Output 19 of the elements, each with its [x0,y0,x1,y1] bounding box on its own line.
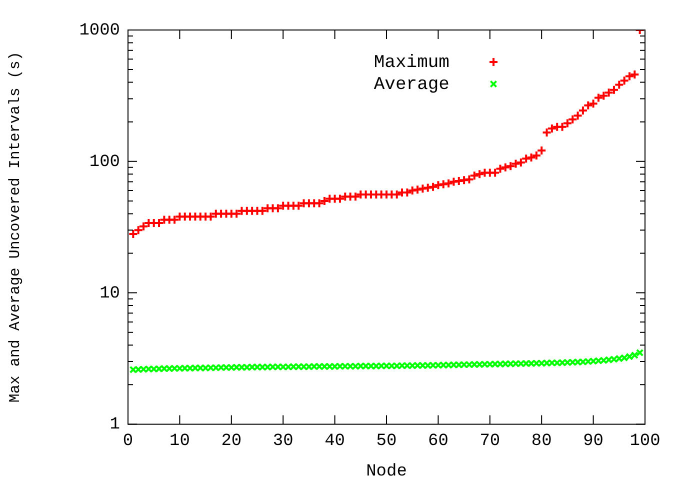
y-tick-label: 10 [100,284,120,304]
x-tick-label: 40 [324,432,346,451]
x-tick-label: 20 [221,432,242,451]
x-tick-label: 30 [272,432,294,451]
y-tick-label: 1000 [79,22,120,40]
x-tick-label: 90 [583,432,604,451]
y-axis-title: Max and Average Uncovered Intervals (s) [6,52,24,403]
legend-label: Maximum [374,52,450,73]
x-tick-label: 100 [630,432,660,451]
x-tick-label: 60 [428,432,448,451]
x-tick-label: 10 [169,432,190,451]
x-tick-label: 70 [480,432,500,451]
x-axis-title: Node [366,462,407,482]
y-tick-label: 100 [89,152,120,172]
x-tick-label: 80 [531,432,552,451]
y-tick-label: 1 [110,416,120,435]
x-tick-label: 50 [376,432,397,451]
x-tick-label: 0 [122,432,134,451]
legend-label: Average [374,74,450,95]
